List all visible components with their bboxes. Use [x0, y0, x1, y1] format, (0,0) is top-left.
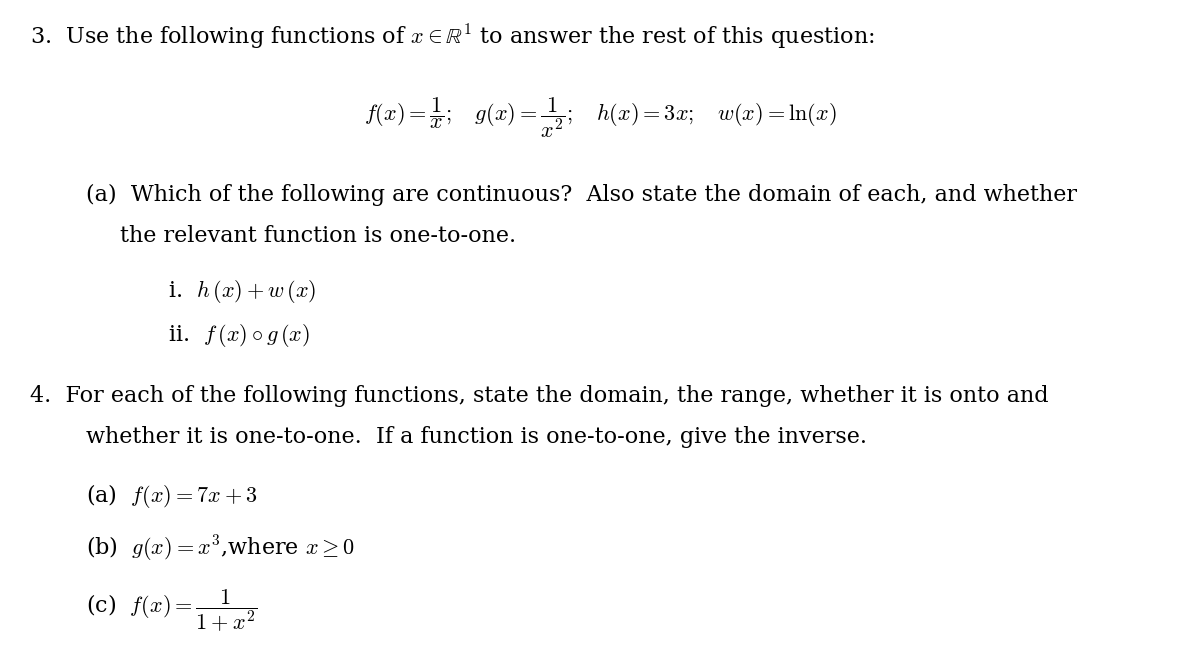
Text: (b)  $g(x) = x^3$,where $x \geq 0$: (b) $g(x) = x^3$,where $x \geq 0$ [86, 534, 355, 565]
Text: the relevant function is one-to-one.: the relevant function is one-to-one. [120, 225, 516, 247]
Text: $f(x) = \dfrac{1}{x};\quad g(x) = \dfrac{1}{x^2};\quad h(x) = 3x;\quad w(x) = \l: $f(x) = \dfrac{1}{x};\quad g(x) = \dfrac… [364, 95, 836, 140]
Text: i.  $h\,(x) + w\,(x)$: i. $h\,(x) + w\,(x)$ [168, 278, 317, 305]
Text: whether it is one-to-one.  If a function is one-to-one, give the inverse.: whether it is one-to-one. If a function … [86, 426, 868, 447]
Text: 3.  Use the following functions of $x \in \mathbb{R}^1$ to answer the rest of th: 3. Use the following functions of $x \in… [30, 23, 875, 52]
Text: ii.  $f\,(x) \circ g\,(x)$: ii. $f\,(x) \circ g\,(x)$ [168, 322, 310, 349]
Text: 4.  For each of the following functions, state the domain, the range, whether it: 4. For each of the following functions, … [30, 385, 1049, 407]
Text: (a)  Which of the following are continuous?  Also state the domain of each, and : (a) Which of the following are continuou… [86, 184, 1078, 207]
Text: (c)  $f(x) = \dfrac{1}{1+x^2}$: (c) $f(x) = \dfrac{1}{1+x^2}$ [86, 587, 258, 634]
Text: (a)  $f(x) = 7x + 3$: (a) $f(x) = 7x + 3$ [86, 482, 258, 511]
